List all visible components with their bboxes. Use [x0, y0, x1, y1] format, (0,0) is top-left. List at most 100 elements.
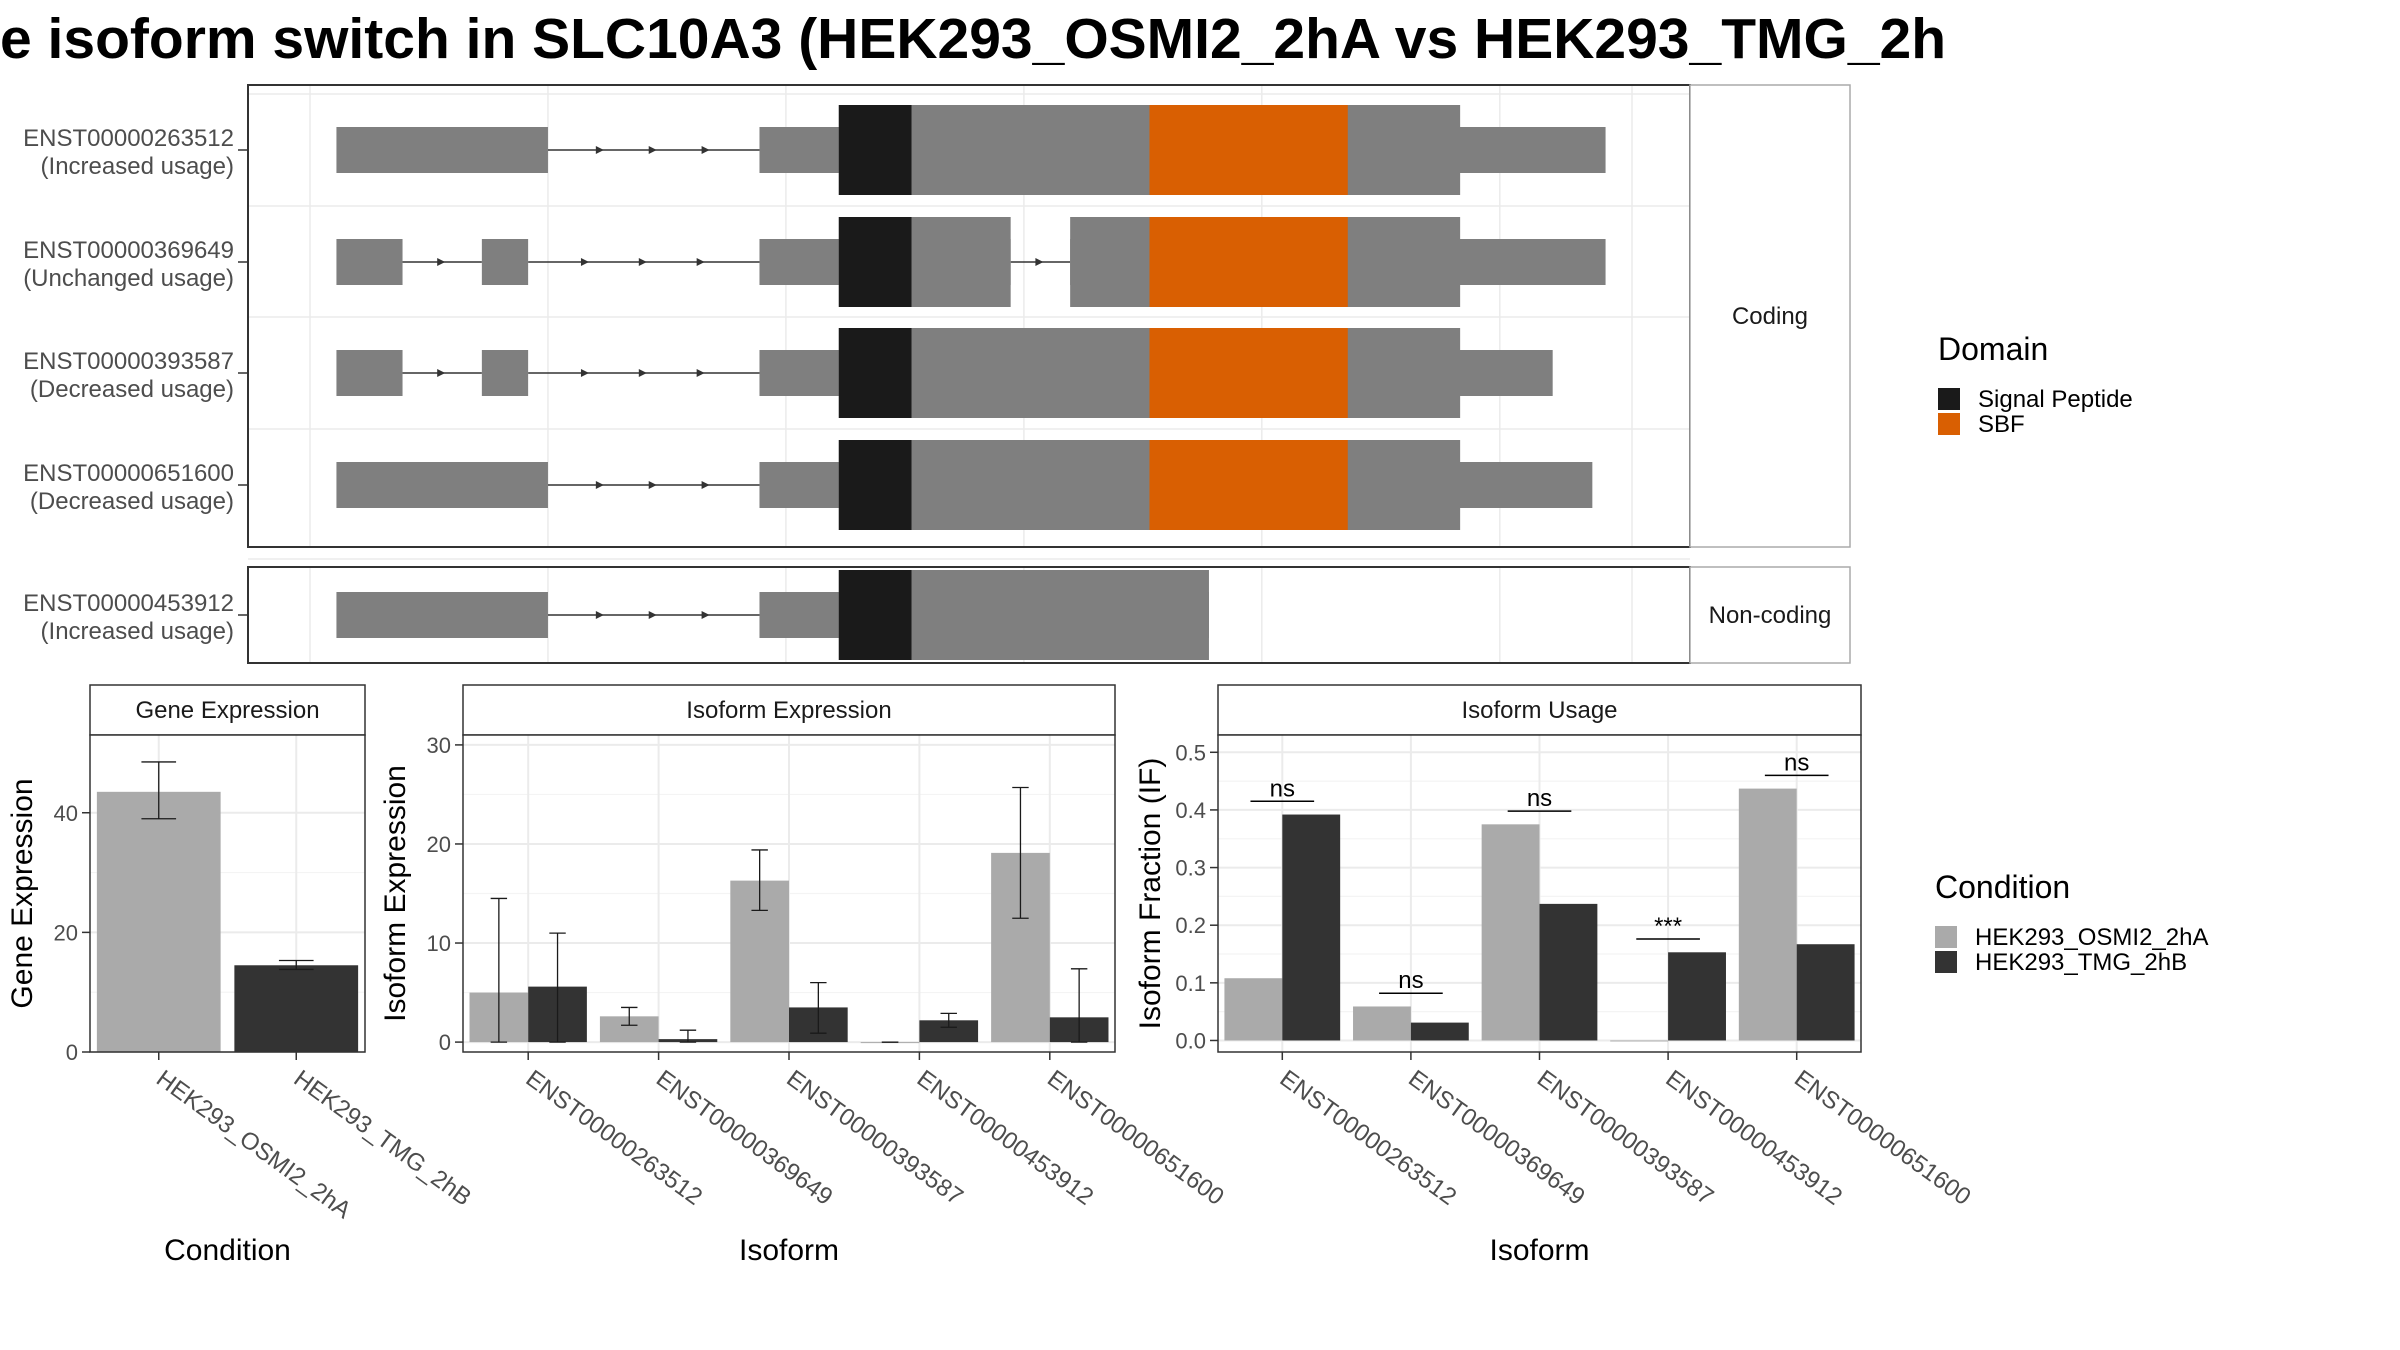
exon-utr	[336, 239, 403, 285]
exon-utr	[336, 462, 548, 508]
chart-bar	[1610, 1040, 1669, 1042]
chart-x-axis-title: Condition	[164, 1234, 291, 1267]
domain-signal-peptide	[838, 217, 912, 307]
chart-bar	[1224, 978, 1283, 1041]
chart-bar	[234, 965, 359, 1052]
isoform-usage-label: (Increased usage)	[41, 618, 234, 645]
condition-legend-item-label: HEK293_OSMI2_2hA	[1975, 924, 2208, 951]
domain-legend-item-label: Signal Peptide	[1978, 386, 2133, 413]
chart-strip	[1217, 684, 1862, 736]
chart-y-tick-label: 20	[427, 832, 451, 857]
intron-arrow	[701, 481, 710, 489]
chart-bar	[1668, 952, 1726, 1041]
isoform-label: ENST00000393587	[23, 348, 234, 375]
chart-bar	[1539, 903, 1598, 1041]
chart-y-axis-title: Gene Expression	[6, 778, 39, 1008]
chart-strip-label: Isoform Usage	[1461, 697, 1617, 724]
chart-y-tick-label: 0.1	[1175, 971, 1206, 996]
intron-arrow	[1035, 258, 1044, 266]
condition-legend-swatch	[1935, 951, 1957, 973]
chart-strip-label: Gene Expression	[135, 697, 319, 724]
chart-plot-border	[89, 734, 366, 1053]
intron-arrow	[648, 611, 657, 619]
exon-utr	[336, 350, 403, 396]
chart-y-tick-label: 0.4	[1175, 798, 1206, 823]
chart-y-tick-label: 40	[54, 801, 78, 826]
isoform-label: ENST00000369649	[23, 237, 234, 264]
chart-bar	[1282, 814, 1341, 1041]
isoform-label: ENST00000453912	[23, 590, 234, 617]
intron-arrow	[638, 369, 647, 377]
intron-arrow	[696, 369, 705, 377]
chart-y-tick-label: 0.0	[1175, 1028, 1206, 1053]
domain-sbf	[1149, 105, 1348, 195]
chart-bar	[1481, 824, 1540, 1041]
intron-arrow	[437, 369, 446, 377]
exon-utr	[481, 350, 529, 396]
intron-arrow	[580, 258, 589, 266]
chart-strip	[89, 684, 366, 736]
chart-y-tick-label: 0.3	[1175, 856, 1206, 881]
chart-bar	[1353, 1006, 1411, 1041]
condition-legend-item-label: HEK293_TMG_2hB	[1975, 949, 2187, 976]
intron-arrow	[648, 481, 657, 489]
condition-legend-swatch	[1935, 926, 1957, 948]
isoform-usage-label: (Decreased usage)	[30, 376, 234, 403]
isoform-usage-label: (Unchanged usage)	[23, 265, 234, 292]
domain-signal-peptide	[838, 105, 912, 195]
intron-arrow	[437, 258, 446, 266]
structure-strip	[1689, 84, 1851, 548]
isoform-label: ENST00000651600	[23, 460, 234, 487]
chart-y-axis-title: Isoform Expression	[379, 765, 412, 1022]
condition-legend-title: Condition	[1935, 869, 2070, 905]
domain-sbf	[1149, 440, 1348, 530]
domain-signal-peptide	[838, 570, 912, 660]
significance-label: ***	[1654, 913, 1682, 940]
intron-arrow	[595, 146, 604, 154]
structure-strip	[1689, 566, 1851, 664]
exon-utr	[481, 239, 529, 285]
exon-utr	[336, 592, 548, 638]
domain-signal-peptide	[838, 440, 912, 530]
significance-label: ns	[1398, 967, 1423, 994]
intron-arrow	[595, 611, 604, 619]
chart-y-axis-title: Isoform Fraction (IF)	[1134, 758, 1167, 1030]
domain-sbf	[1149, 217, 1348, 307]
domain-legend-swatch	[1938, 413, 1960, 435]
figure-title: e isoform switch in SLC10A3 (HEK293_OSMI…	[0, 7, 1947, 71]
intron-arrow	[580, 369, 589, 377]
chart-y-tick-label: 30	[427, 733, 451, 758]
chart-x-axis-title: Isoform	[1489, 1234, 1589, 1267]
chart-bar	[919, 1020, 979, 1043]
significance-label: ns	[1270, 775, 1295, 802]
domain-legend-item-label: SBF	[1978, 411, 2025, 438]
domain-legend-title: Domain	[1938, 331, 2048, 367]
significance-label: ns	[1527, 785, 1552, 812]
intron-arrow	[701, 611, 710, 619]
isoform-usage-label: (Decreased usage)	[30, 488, 234, 515]
significance-label: ns	[1784, 749, 1809, 776]
chart-strip-label: Isoform Expression	[686, 697, 891, 724]
chart-y-tick-label: 0	[66, 1040, 78, 1065]
intron-arrow	[595, 481, 604, 489]
chart-bar	[1738, 788, 1797, 1041]
chart-bar	[1796, 944, 1855, 1041]
exon-utr	[336, 127, 548, 173]
domain-signal-peptide	[838, 328, 912, 418]
chart-bar	[1410, 1022, 1469, 1041]
chart-y-tick-label: 20	[54, 920, 78, 945]
chart-x-axis-title: Isoform	[739, 1234, 839, 1267]
chart-y-tick-label: 10	[427, 931, 451, 956]
chart-bar	[96, 791, 221, 1052]
intron-arrow	[696, 258, 705, 266]
chart-y-tick-label: 0.5	[1175, 740, 1206, 765]
structure-strip-label: Non-coding	[1709, 602, 1832, 629]
structure-strip-label: Coding	[1732, 303, 1808, 330]
chart-y-tick-label: 0.2	[1175, 913, 1206, 938]
intron-arrow	[648, 146, 657, 154]
intron-arrow	[638, 258, 647, 266]
isoform-label: ENST00000263512	[23, 125, 234, 152]
domain-legend-swatch	[1938, 388, 1960, 410]
domain-sbf	[1149, 328, 1348, 418]
